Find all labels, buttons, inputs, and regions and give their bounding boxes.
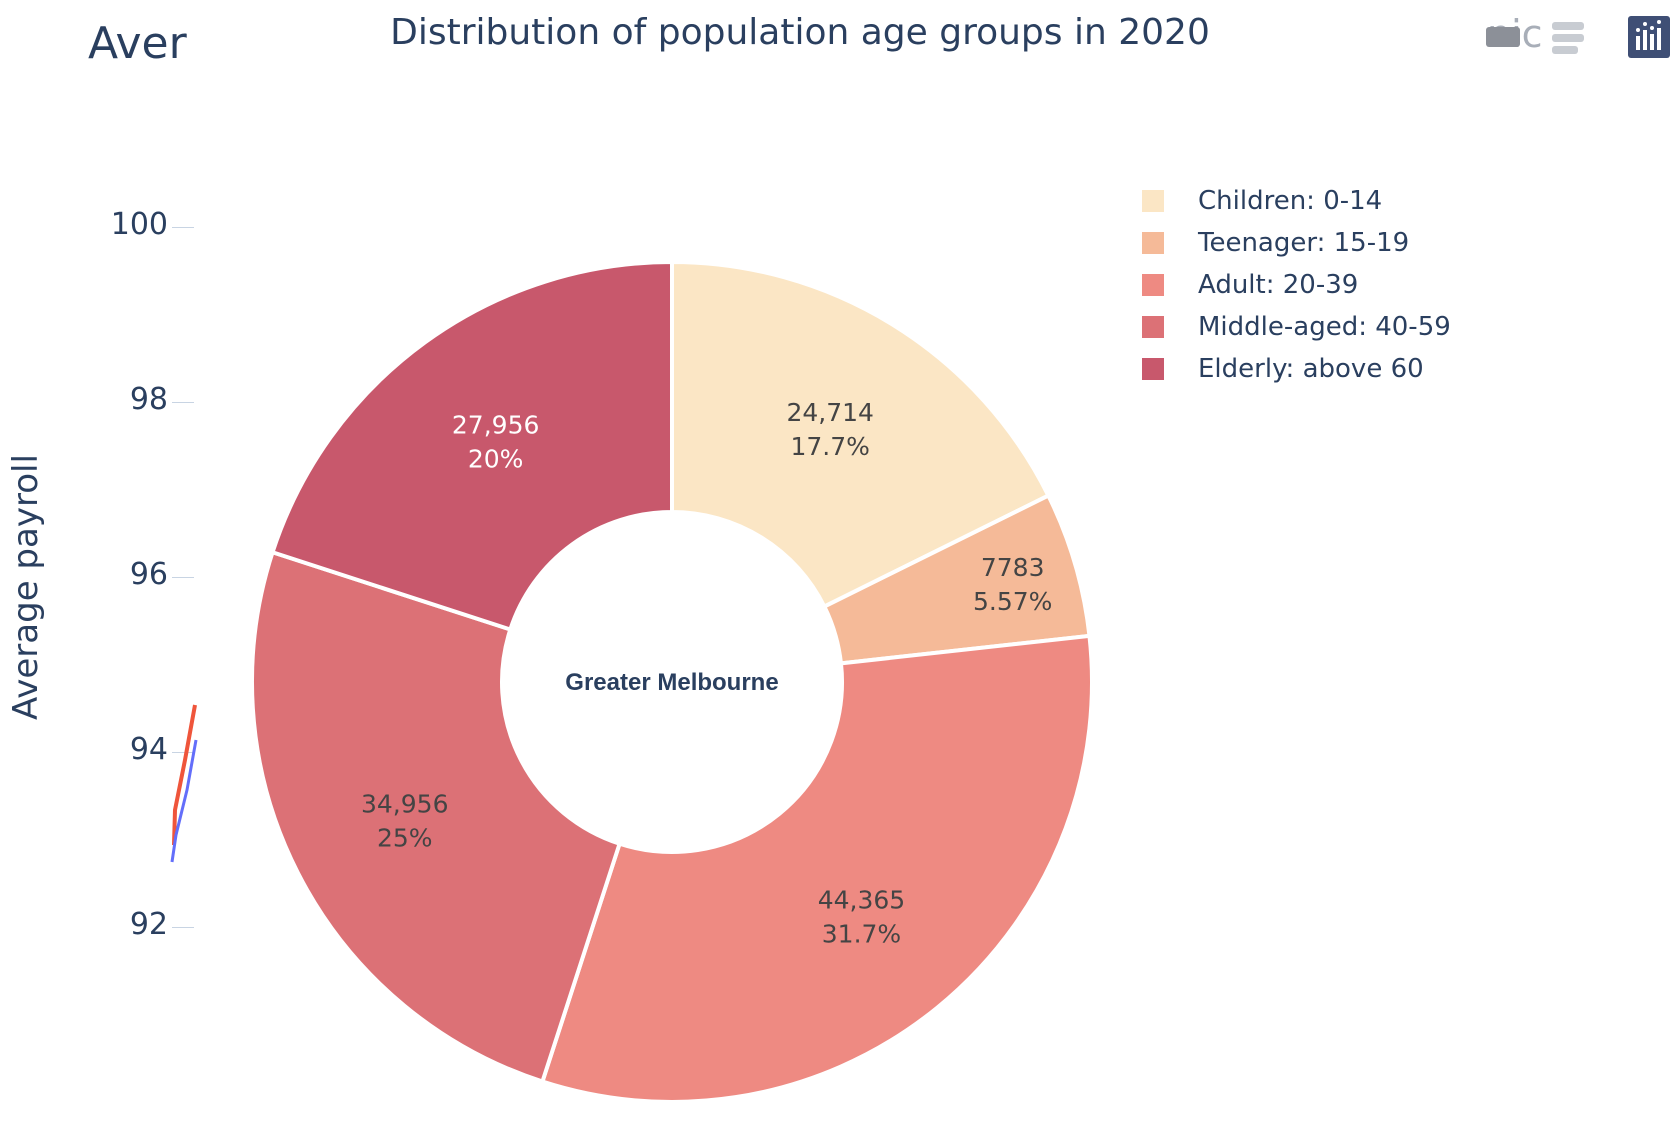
donut-slice[interactable] xyxy=(670,259,1052,610)
donut-slice[interactable] xyxy=(539,633,1094,1104)
legend-label: Teenager: 15-19 xyxy=(1198,228,1410,258)
background-y-tick-mark xyxy=(172,927,194,928)
background-y-tick-label: 100 xyxy=(110,207,168,242)
slice-value-label: 44,365 xyxy=(818,886,905,915)
background-y-tick-label: 94 xyxy=(129,732,168,767)
background-y-tick-label: 92 xyxy=(129,907,168,942)
background-y-tick-mark xyxy=(172,227,194,228)
slice-percent-label: 25% xyxy=(377,823,433,852)
legend: Children: 0-14 Teenager: 15-19 Adult: 20-3… xyxy=(1142,180,1451,390)
slice-value-label: 27,956 xyxy=(452,410,539,439)
legend-label: Middle-aged: 40-59 xyxy=(1198,312,1451,342)
legend-label: Elderly: above 60 xyxy=(1198,354,1424,384)
slice-percent-label: 31.7% xyxy=(822,920,901,949)
slice-percent-label: 5.57% xyxy=(973,587,1052,616)
legend-swatch xyxy=(1142,274,1164,296)
plotly-logo-icon[interactable] xyxy=(1628,16,1670,62)
legend-item[interactable]: Elderly: above 60 xyxy=(1142,348,1451,390)
legend-item[interactable]: Adult: 20-39 xyxy=(1142,264,1451,306)
legend-item[interactable]: Teenager: 15-19 xyxy=(1142,222,1451,264)
legend-item[interactable]: Middle-aged: 40-59 xyxy=(1142,306,1451,348)
background-y-tick-mark xyxy=(172,752,194,753)
toolbar-icon[interactable] xyxy=(1550,20,1586,60)
background-chart-title: Aver xyxy=(88,18,187,69)
donut-slice[interactable] xyxy=(270,259,674,632)
legend-item[interactable]: Children: 0-14 xyxy=(1142,180,1451,222)
slice-percent-label: 20% xyxy=(468,444,524,473)
slice-value-label: 7783 xyxy=(981,553,1045,582)
legend-label: Children: 0-14 xyxy=(1198,186,1383,216)
background-y-tick-mark xyxy=(172,402,194,403)
legend-swatch xyxy=(1142,358,1164,380)
background-y-tick-label: 96 xyxy=(129,557,168,592)
legend-label: Adult: 20-39 xyxy=(1198,270,1359,300)
slice-value-label: 24,714 xyxy=(786,398,873,427)
camera-icon[interactable] xyxy=(1486,25,1522,55)
background-y-tick-label: 98 xyxy=(129,382,168,417)
legend-swatch xyxy=(1142,190,1164,212)
slice-percent-label: 17.7% xyxy=(790,432,869,461)
donut-slice[interactable] xyxy=(250,549,623,1085)
donut-center-label: Greater Melbourne xyxy=(565,669,778,696)
chart-title: Distribution of population age groups in… xyxy=(390,12,1210,53)
background-line-red xyxy=(172,704,197,846)
background-y-tick-mark xyxy=(172,577,194,578)
background-line-blue xyxy=(170,739,198,863)
legend-swatch xyxy=(1142,316,1164,338)
slice-value-label: 34,956 xyxy=(361,789,448,818)
legend-swatch xyxy=(1142,232,1164,254)
